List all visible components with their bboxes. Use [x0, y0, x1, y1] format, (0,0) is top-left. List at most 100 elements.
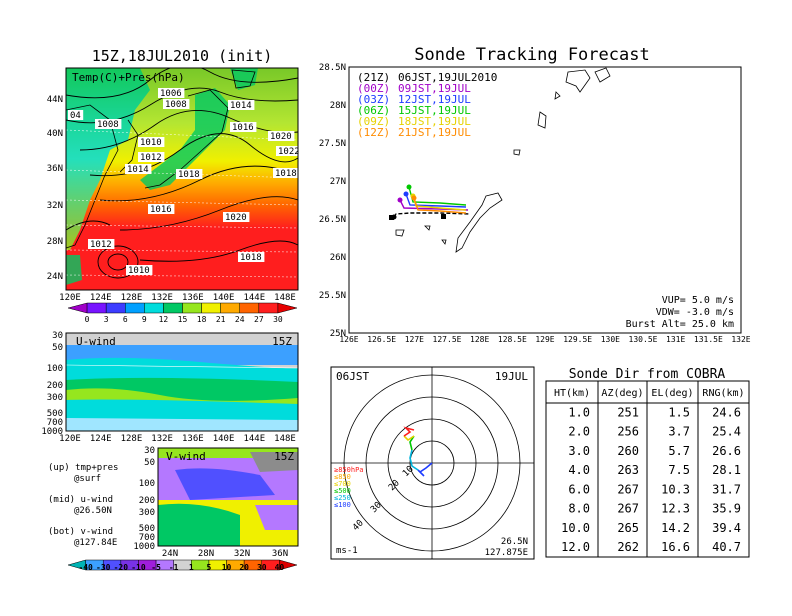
polar-unit: ms-1	[336, 546, 358, 556]
v-wind-time: 15Z	[274, 450, 294, 463]
temp-colorbar-swatch	[86, 302, 107, 314]
isobar-label: 1006	[160, 89, 182, 99]
temp-colorbar-swatch	[258, 302, 279, 314]
temp-colorbar-label: 24	[235, 315, 245, 324]
wind-colorbar-label: 30	[257, 563, 267, 572]
cobra-cell: 35.9	[712, 502, 741, 516]
temp-colorbar-swatch	[201, 302, 221, 314]
cobra-cell: 12.3	[661, 502, 690, 516]
v-lat-tick: 36N	[272, 549, 288, 559]
cobra-cell: 4.0	[568, 463, 590, 477]
cobra-header: RNG(km)	[702, 388, 744, 399]
tracking-legend-tag: (12Z)	[357, 126, 390, 139]
track-lon-tick: 130E	[601, 335, 620, 344]
map-lon-tick: 136E	[182, 293, 204, 303]
track-lat-tick: 27N	[330, 177, 346, 187]
isobar-label: 1018	[178, 170, 200, 180]
cobra-cell: 267	[617, 482, 639, 496]
vdw-text: VDW= -3.0 m/s	[656, 307, 734, 318]
wind-colorbar: -40 -30 -20 -10 -5 -1 1 5 10 20 30 40	[67, 559, 298, 572]
tracking-map: (21Z) 06JST,19JUL2010 (00Z) 09JST,19JUL (03Z…	[348, 66, 742, 334]
polar-time-right: 19JUL	[495, 370, 528, 383]
cobra-table: HT(km) AZ(deg) EL(deg) RNG(km) 1.0 251 1.5 24.6…	[545, 380, 750, 558]
u-lon-tick: 132E	[151, 434, 173, 444]
cobra-cell: 39.4	[712, 521, 741, 535]
tracking-legend-tag: (06Z)	[357, 104, 390, 117]
isobar-label: 1010	[128, 266, 150, 276]
v-pressure-tick: 1000	[133, 542, 155, 552]
map-lat-tick: 36N	[47, 164, 63, 174]
cobra-cell: 16.6	[661, 540, 690, 554]
map-lat-tick: 32N	[47, 201, 63, 211]
tracking-legend-text: 12JST,19JUL	[398, 93, 471, 106]
cobra-cell: 14.2	[661, 521, 690, 535]
track-lat-tick: 27.5N	[319, 139, 346, 149]
track-lon-tick: 127E	[405, 335, 424, 344]
temp-colorbar-swatch	[220, 302, 240, 314]
temp-colorbar-label: 3	[104, 315, 109, 324]
temp-colorbar-swatch	[144, 302, 164, 314]
v-lat-tick: 32N	[234, 549, 250, 559]
temp-colorbar-swatch	[182, 302, 202, 314]
track-lat-tick: 28N	[330, 101, 346, 111]
u-lon-tick: 140E	[213, 434, 235, 444]
v-pressure-tick: 700	[139, 533, 155, 543]
wind-colorbar-label: -10	[131, 563, 146, 572]
map-lon-tick: 140E	[213, 293, 235, 303]
cobra-cell: 31.7	[712, 482, 741, 496]
v-pressure-tick: 100	[139, 479, 155, 489]
track-lat-tick: 26.5N	[319, 215, 346, 225]
wind-colorbar-label: -1	[169, 563, 179, 572]
cobra-cell: 1.5	[668, 405, 690, 419]
temp-colorbar-label: 0	[85, 315, 90, 324]
vup-text: VUP= 5.0 m/s	[662, 295, 734, 306]
map-lon-tick: 144E	[243, 293, 265, 303]
isobar-label: 1014	[230, 101, 252, 111]
u-wind-label: U-wind	[76, 335, 116, 348]
v-wind-frame	[157, 447, 299, 547]
temp-colorbar-swatch	[67, 302, 88, 314]
tracking-title: Sonde Tracking Forecast	[414, 45, 649, 65]
left-map-title: 15Z,18JUL2010 (init)	[92, 47, 273, 65]
v-wind-section: V-wind 15Z	[158, 448, 298, 546]
tracking-legend-tag: (00Z)	[357, 82, 390, 95]
legend-mid-line2: @26.50N	[74, 506, 112, 516]
wind-colorbar-label: 40	[275, 563, 285, 572]
map-lat-tick: 28N	[47, 237, 63, 247]
polar-lon: 127.875E	[485, 548, 528, 558]
tracking-legend-text: 09JST,19JUL	[398, 82, 471, 95]
cobra-cell: 24.6	[712, 405, 741, 419]
temp-colorbar-label: 9	[142, 315, 147, 324]
temp-colorbar-label: 21	[216, 315, 226, 324]
tracking-legend-text: 15JST,19JUL	[398, 104, 471, 117]
temp-colorbar-swatch	[163, 302, 183, 314]
map-lon-tick: 148E	[274, 293, 296, 303]
isobar-label: 1012	[90, 240, 112, 250]
isobar-label: 04	[70, 111, 81, 121]
tracking-legend-tag: (21Z)	[357, 71, 390, 84]
u-pressure-tick: 50	[52, 343, 63, 353]
cobra-cell: 28.1	[712, 463, 741, 477]
cobra-header: AZ(deg)	[601, 388, 643, 399]
v-pressure-tick: 50	[144, 458, 155, 468]
temp-colorbar-label: 30	[273, 315, 283, 324]
cobra-cell: 3.7	[668, 425, 690, 439]
u-lon-tick: 120E	[59, 434, 81, 444]
isobar-label: 1014	[127, 165, 149, 175]
v-pressure-tick: 300	[139, 508, 155, 518]
isobar-label: 1020	[225, 213, 247, 223]
temp-colorbar-label: 27	[254, 315, 264, 324]
map-field-label: Temp(C)+Pres(hPa)	[72, 71, 185, 84]
cobra-cell: 25.4	[712, 425, 741, 439]
left-map-frame	[65, 67, 299, 291]
wind-colorbar-label: 20	[239, 563, 249, 572]
wind-colorbar-label: -40	[78, 563, 93, 572]
isobar-label: 1020	[270, 132, 292, 142]
polar-legend-item: ≤700	[334, 480, 351, 488]
polar-legend-item: ≤250	[334, 494, 351, 502]
cobra-cell: 10.0	[561, 521, 590, 535]
v-pressure-tick: 200	[139, 496, 155, 506]
cobra-cell: 10.3	[661, 482, 690, 496]
panel-legend-text: (up) tmp+pres @surf (mid) u-wind @26.50N…	[48, 463, 118, 548]
polar-legend-item: ≤500	[334, 487, 351, 495]
